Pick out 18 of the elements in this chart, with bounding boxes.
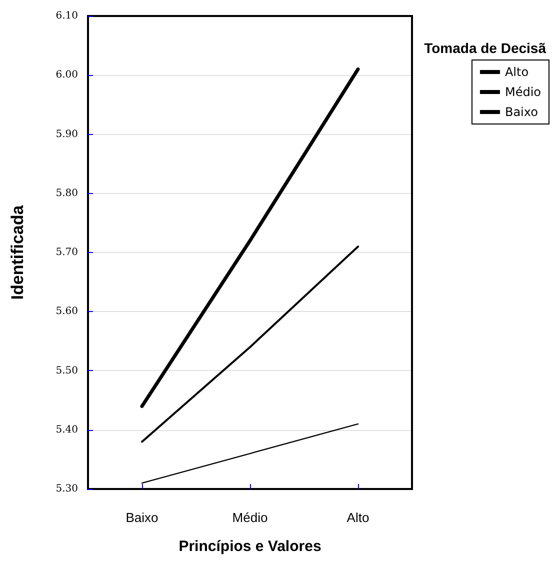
legend-label: Alto <box>504 65 529 79</box>
y-tick-label: 5.60 <box>56 306 78 318</box>
x-tick-label: Médio <box>232 510 268 525</box>
legend-title: Tomada de Decisã <box>424 40 546 56</box>
y-tick-label: 5.50 <box>56 365 78 376</box>
y-tick-label: 5.30 <box>56 484 78 494</box>
x-axis-title: Princípios e Valores <box>178 538 322 555</box>
y-tick-label: 5.80 <box>56 188 78 199</box>
x-tick-label: Baixo <box>126 510 158 525</box>
legend-label: Baixo <box>504 105 538 119</box>
y-tick-label: 5.40 <box>56 424 78 436</box>
y-axis-title: Identificada <box>8 204 27 300</box>
y-tick-label: 6.00 <box>56 70 78 81</box>
y-tick-label: 5.90 <box>56 128 78 140</box>
legend-label: Médio <box>504 85 541 99</box>
x-tick-label: Alto <box>346 510 370 525</box>
y-tick-label: 6.10 <box>56 10 78 22</box>
y-tick-label: 5.70 <box>56 247 78 258</box>
